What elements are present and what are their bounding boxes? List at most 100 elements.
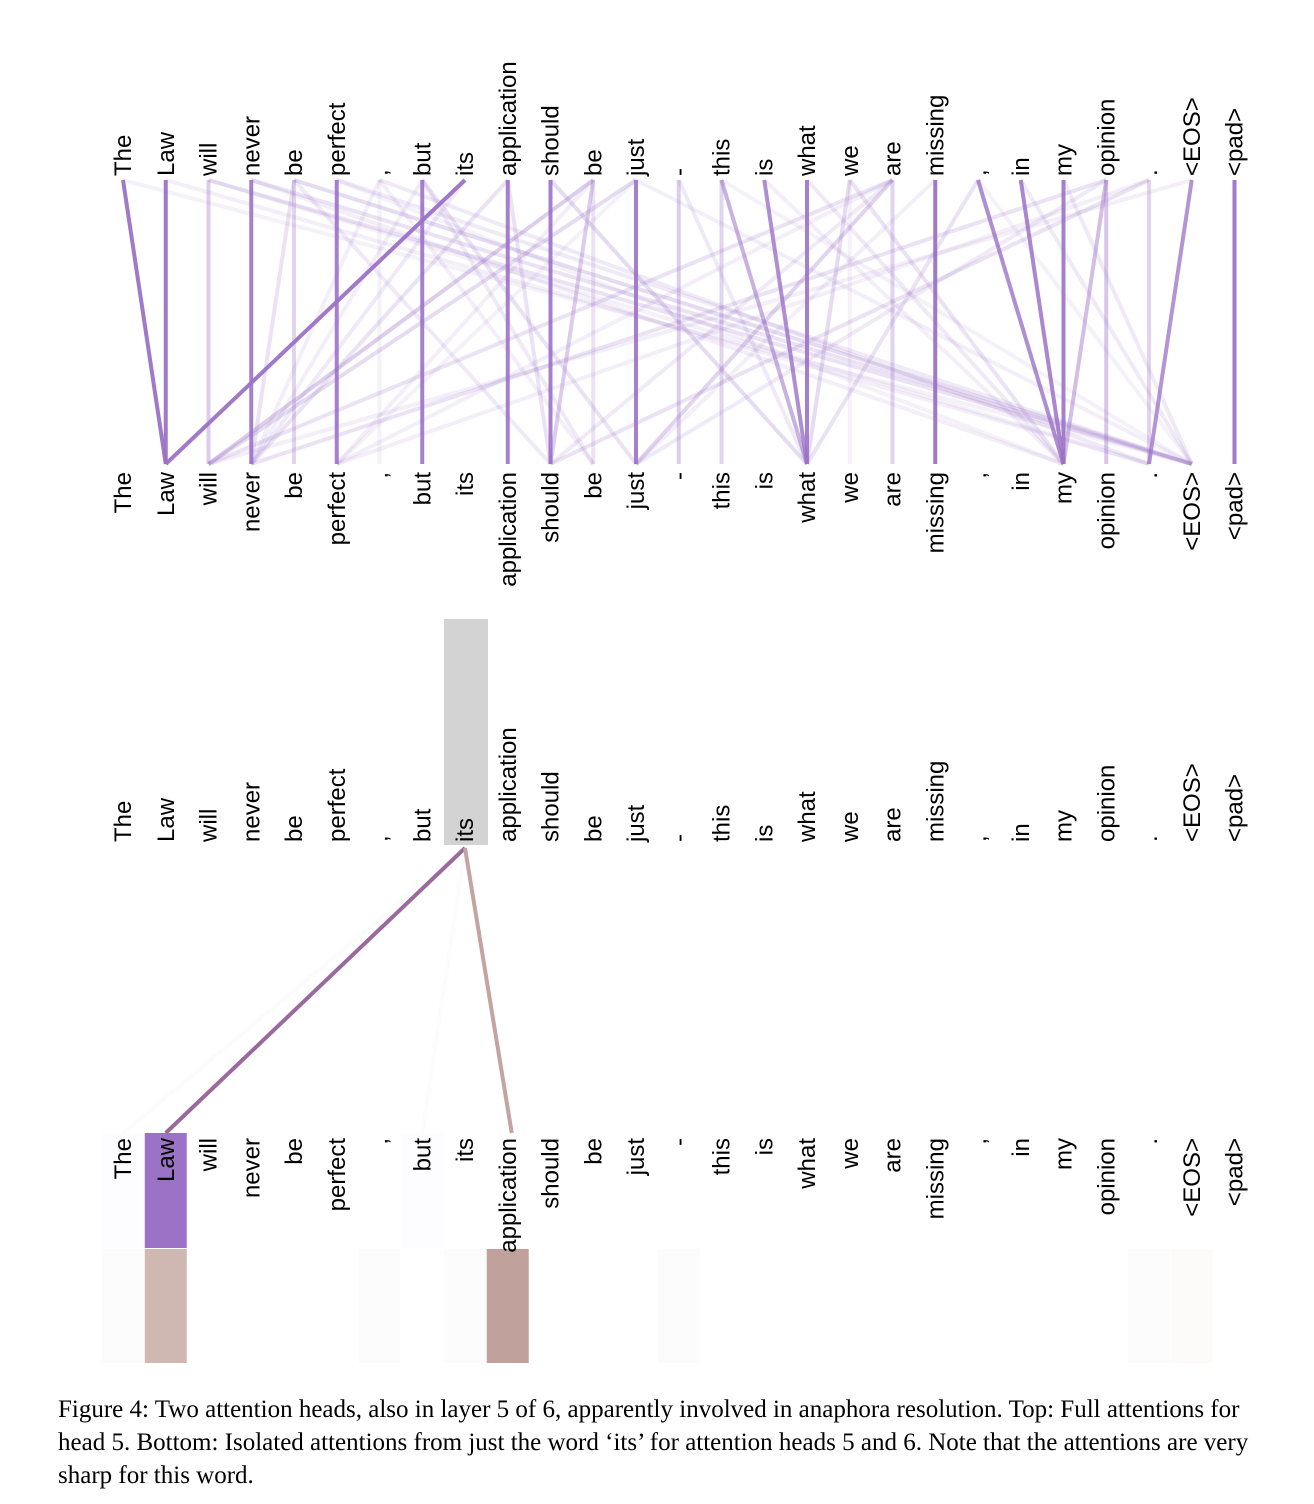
- top-source-token-punct: -: [666, 168, 693, 176]
- top-attention-link: [207, 178, 1193, 466]
- top-attention-link: [335, 178, 894, 466]
- top-attention-link: [336, 178, 1065, 466]
- bottom-target-token-pad: <pad>: [1222, 1138, 1249, 1206]
- top-source-token-perfect: perfect: [324, 102, 351, 176]
- top-source-token-application: application: [495, 61, 522, 176]
- top-target-token-Law: Law: [153, 471, 180, 516]
- top-attention-link: [207, 178, 595, 466]
- top-target-token-my: my: [1051, 472, 1078, 504]
- top-attention-link: [250, 178, 1065, 466]
- bottom-source-token-perfect: perfect: [324, 768, 351, 842]
- bottom-source-token-my: my: [1051, 810, 1078, 842]
- top-attention-link: [848, 178, 1066, 466]
- top-target-token-will: will: [196, 472, 223, 506]
- top-attention-link: [165, 178, 1150, 466]
- top-source-token-we: we: [837, 145, 864, 177]
- top-target-token-this: this: [709, 472, 736, 509]
- top-attention-link: [720, 178, 1193, 466]
- top-source-token-missing: missing: [922, 95, 949, 176]
- bottom-source-token-punct: -: [666, 834, 693, 842]
- bottom-target-token-but: but: [409, 1138, 436, 1172]
- bottom-source-token-this: this: [709, 805, 736, 842]
- bottom-source-token-its: its: [452, 818, 479, 842]
- top-attention-link: [249, 178, 510, 466]
- bottom-source-token-just: just: [623, 804, 650, 843]
- bottom-source-tokens: The Law will never be perfect, but its applicati…: [110, 727, 1249, 843]
- top-target-token-The: The: [110, 472, 137, 513]
- head6-attention-link: [463, 847, 514, 1134]
- bottom-target-token-perfect: perfect: [324, 1138, 351, 1212]
- top-target-token-EOS: <EOS>: [1179, 472, 1206, 551]
- bottom-target-token-this: this: [709, 1138, 736, 1175]
- top-target-token-punct: ,: [367, 472, 394, 479]
- top-attention-link: [335, 178, 595, 466]
- bottom-target-token-are: are: [880, 1138, 907, 1173]
- top-attention-link: [634, 178, 1108, 466]
- head5-weight-bar: [144, 1133, 187, 1248]
- top-attention-link: [805, 178, 980, 466]
- bottom-target-tokens: The Law will never be perfect, but its applicati…: [110, 1137, 1249, 1252]
- bottom-target-token-what: what: [794, 1138, 821, 1190]
- top-attention-link: [635, 178, 1193, 466]
- top-source-token-EOS: <EOS>: [1179, 97, 1206, 176]
- top-target-token-be: be: [281, 472, 308, 499]
- top-target-token-what: what: [794, 472, 821, 524]
- head6-weight-bar: [444, 1249, 486, 1363]
- bottom-source-token-punct: ,: [367, 835, 394, 842]
- top-attention-link: [1147, 179, 1194, 465]
- bottom-source-token-punct: .: [1136, 835, 1163, 842]
- head5-attention-link: [123, 848, 465, 1133]
- top-source-token-its: its: [452, 152, 479, 176]
- bottom-source-token-never: never: [238, 782, 265, 842]
- selected-token-highlight: [444, 619, 488, 845]
- head6-weight-bar: [102, 1249, 144, 1363]
- bottom-source-token-will: will: [196, 809, 223, 843]
- top-source-token-The: The: [110, 135, 137, 176]
- top-attention-link: [121, 179, 168, 465]
- top-source-token-Law: Law: [153, 131, 180, 176]
- top-target-token-missing: missing: [922, 472, 949, 553]
- top-source-token-never: never: [238, 116, 265, 176]
- head6-weight-bar: [1128, 1249, 1170, 1363]
- top-attention-link: [293, 178, 1193, 466]
- bottom-target-token-will: will: [196, 1138, 223, 1172]
- top-target-token-be: be: [580, 472, 607, 499]
- head5-attention-link: [422, 848, 465, 1133]
- top-target-token-opinion: opinion: [1093, 472, 1120, 549]
- top-attention-link: [1018, 179, 1066, 465]
- top-attention-link: [762, 179, 809, 465]
- top-attention-link: [250, 178, 1107, 466]
- top-attention-link: [549, 178, 894, 466]
- top-target-token-punct: .: [1136, 472, 1163, 479]
- bottom-target-token-never: never: [238, 1138, 265, 1198]
- bottom-target-token-missing: missing: [922, 1138, 949, 1219]
- top-source-token-punct: ,: [367, 169, 394, 176]
- bottom-source-token-should: should: [538, 771, 565, 842]
- top-target-token-are: are: [880, 472, 907, 507]
- top-source-token-but: but: [409, 142, 436, 176]
- bottom-source-token-what: what: [794, 791, 821, 843]
- top-source-token-what: what: [794, 125, 821, 177]
- top-source-token-in: in: [1008, 157, 1035, 176]
- top-attention-link: [420, 178, 638, 466]
- top-attention-link: [634, 178, 937, 466]
- top-target-token-perfect: perfect: [324, 472, 351, 546]
- top-attention-link: [250, 178, 1193, 466]
- top-source-token-pad: <pad>: [1222, 108, 1249, 176]
- bottom-target-token-its: its: [452, 1138, 479, 1162]
- bottom-source-token-we: we: [837, 811, 864, 843]
- top-attention-link: [549, 178, 1150, 466]
- top-attention-link: [249, 178, 467, 466]
- bottom-target-token-just: just: [623, 1138, 650, 1177]
- bottom-source-token-are: are: [880, 807, 907, 842]
- bottom-source-token-missing: missing: [922, 761, 949, 842]
- bottom-source-token-is: is: [751, 825, 778, 842]
- top-attention-link: [122, 178, 1193, 466]
- bottom-attention-links: [123, 846, 514, 1135]
- top-source-token-are: are: [880, 141, 907, 176]
- top-target-token-its: its: [452, 472, 479, 496]
- bottom-source-token-Law: Law: [153, 797, 180, 842]
- top-attention-link: [505, 179, 553, 465]
- bottom-target-token-we: we: [837, 1138, 864, 1170]
- bottom-source-token-opinion: opinion: [1093, 765, 1120, 842]
